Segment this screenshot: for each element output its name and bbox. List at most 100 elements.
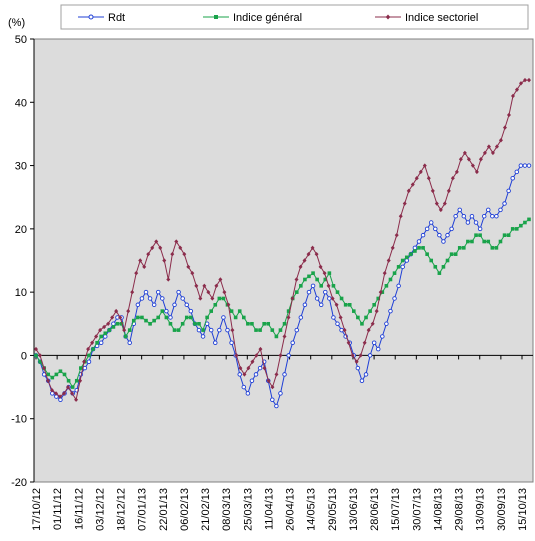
data-point (172, 328, 177, 332)
data-point (217, 327, 222, 333)
y-tick-label: 40 (15, 97, 27, 109)
data-point (258, 328, 262, 332)
data-point (478, 233, 482, 237)
x-tick-label: 08/03/13 (221, 488, 233, 531)
data-point (486, 144, 491, 149)
data-point (474, 233, 478, 237)
data-point (350, 353, 355, 358)
data-point (302, 258, 307, 263)
data-point (294, 327, 300, 333)
data-point (384, 321, 389, 327)
data-point (70, 385, 75, 389)
data-point (424, 226, 430, 232)
data-point (82, 365, 88, 371)
x-tick-label: 06/02/13 (179, 488, 191, 531)
data-point (376, 296, 381, 301)
data-point (282, 321, 287, 326)
data-point (498, 138, 503, 143)
data-point (290, 296, 295, 301)
data-point (131, 318, 136, 323)
data-point (99, 334, 103, 339)
data-point (375, 346, 381, 352)
data-point (58, 369, 63, 374)
data-point (466, 239, 470, 244)
data-point (412, 245, 418, 251)
data-point (294, 290, 299, 294)
legend-items: Rdt Indice général Indice sectoriel (78, 12, 478, 24)
data-point (343, 303, 348, 307)
y-tick-label: -10 (11, 414, 27, 426)
data-point (274, 372, 279, 377)
legend-marker (214, 15, 218, 19)
data-point (241, 315, 246, 320)
x-tick-label: 03/12/12 (94, 488, 106, 531)
data-point (127, 340, 132, 346)
data-point (194, 283, 199, 289)
data-point (34, 346, 38, 352)
data-point (176, 289, 181, 295)
data-point (155, 289, 161, 295)
data-point (225, 327, 230, 333)
data-point (42, 365, 47, 371)
data-point (354, 359, 359, 364)
data-point (382, 270, 387, 276)
data-point (490, 150, 495, 156)
data-point (422, 163, 427, 168)
data-point (197, 321, 201, 326)
data-point (306, 251, 311, 257)
data-point (498, 207, 503, 213)
legend-marker (88, 14, 94, 20)
data-point (453, 213, 458, 219)
legend-label: Rdt (108, 12, 125, 24)
data-point (206, 289, 211, 295)
data-point (490, 246, 495, 250)
data-point (450, 176, 455, 181)
data-point (446, 188, 451, 194)
data-point (409, 252, 413, 256)
data-point (95, 340, 99, 345)
x-tick-label: 21/02/13 (200, 488, 212, 531)
data-point (445, 232, 450, 238)
data-point (398, 214, 403, 219)
data-point (466, 157, 471, 162)
data-point (299, 284, 303, 288)
data-point (229, 340, 234, 346)
axes (33, 39, 533, 482)
data-point (134, 270, 139, 276)
data-point (366, 327, 371, 333)
data-point (396, 265, 401, 269)
data-point (58, 397, 63, 402)
data-point (160, 296, 165, 301)
data-point (370, 321, 375, 326)
data-point (327, 271, 332, 275)
data-point (138, 258, 143, 263)
data-point (168, 315, 173, 320)
data-point (290, 340, 295, 346)
data-point (74, 378, 79, 383)
data-point (90, 340, 95, 345)
data-point (502, 125, 507, 130)
data-point (253, 372, 259, 377)
data-point (174, 239, 179, 244)
y-tick-label: 20 (15, 224, 27, 236)
data-point (160, 309, 165, 313)
data-point (144, 318, 148, 323)
data-point (522, 77, 527, 83)
data-point (363, 372, 369, 377)
data-point (196, 327, 202, 333)
series-3 (34, 77, 531, 402)
data-point (135, 302, 141, 308)
data-point (234, 353, 239, 358)
data-point (190, 270, 195, 276)
data-point (413, 249, 417, 253)
data-point (242, 372, 247, 377)
data-point (527, 217, 531, 222)
data-point (78, 378, 83, 383)
data-point (38, 353, 43, 358)
data-point (400, 264, 405, 270)
data-point (355, 365, 361, 371)
data-point (162, 258, 167, 263)
data-point (286, 315, 291, 320)
data-point (86, 346, 91, 352)
